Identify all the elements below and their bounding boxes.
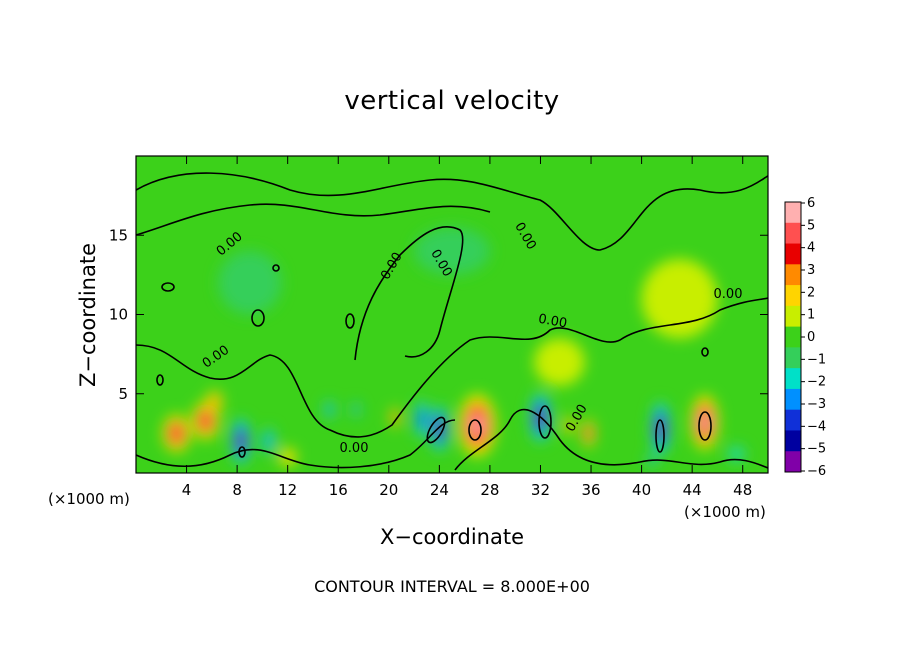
contour-line <box>251 309 265 327</box>
colorbar-swatch <box>785 347 801 369</box>
plot-area: 0.000.000.00 0.000.000.000.000.000.00 <box>136 156 768 473</box>
velocity-cell <box>565 420 571 431</box>
velocity-cell <box>326 404 332 415</box>
contour-line <box>238 446 246 458</box>
contour-line <box>272 264 280 272</box>
colorbar-swatch <box>785 222 801 245</box>
colorbar-swatch <box>785 264 801 286</box>
velocity-cell <box>414 227 490 275</box>
colorbar-tick-label: 3 <box>807 263 815 278</box>
contour-label: 0.00 <box>714 287 743 302</box>
colorbar-tick-label: −5 <box>807 442 826 457</box>
y-axis: 5 10 15 <box>109 226 768 403</box>
contour-line <box>354 226 464 361</box>
colorbar-swatch <box>785 409 801 431</box>
colorbar-tick-label: −3 <box>807 397 826 412</box>
x-tick-label: 28 <box>480 481 499 499</box>
colorbar-swatch <box>785 305 801 328</box>
contour-line <box>136 297 768 438</box>
x-axis: 4 8 12 16 20 24 28 32 36 40 44 48 <box>182 156 752 499</box>
x-tick-label: 4 <box>182 481 192 499</box>
y-tick-label: 10 <box>109 306 128 324</box>
colorbar-swatch <box>785 451 801 473</box>
x-tick-label: 44 <box>683 481 702 499</box>
colorbar-tick-label: 1 <box>807 308 815 323</box>
contour-line <box>538 405 552 439</box>
colorbar-tick-label: −4 <box>807 419 826 434</box>
x-tick-label: 16 <box>329 481 348 499</box>
contour-line <box>161 282 175 292</box>
zero-contours <box>136 172 768 471</box>
colorbar-swatch <box>785 368 801 390</box>
velocity-cell <box>418 411 425 428</box>
contour-line <box>701 347 709 357</box>
contour-line <box>454 408 768 471</box>
colorbar-tick-label: −2 <box>807 375 826 390</box>
x-tick-label: 40 <box>632 481 651 499</box>
y-tick-label: 5 <box>118 385 128 403</box>
velocity-cell <box>641 259 718 339</box>
x-axis-label: X−coordinate <box>380 525 524 549</box>
contour-line <box>136 419 456 469</box>
colorbar: 6 5 4 3 2 1 0 −1 −2 −3 −4 −5 −6 <box>784 196 826 479</box>
velocity-cell <box>265 434 272 449</box>
x-scale-label: (×1000 m) <box>48 490 130 508</box>
colorbar-tick-label: −1 <box>807 352 826 367</box>
x-tick-label: 36 <box>581 481 600 499</box>
contour-interval-note: CONTOUR INTERVAL = 8.000E+00 <box>314 577 590 596</box>
contour-label: 0.00 <box>340 441 369 456</box>
chart-title: vertical velocity <box>344 86 560 116</box>
contour-line <box>156 374 164 386</box>
velocity-cell <box>586 428 591 439</box>
x-tick-label: 8 <box>232 481 242 499</box>
contour-line <box>698 411 712 441</box>
velocity-cell <box>534 338 585 386</box>
velocity-cell <box>200 414 211 428</box>
colorbar-tick-label: 4 <box>807 241 815 256</box>
x-tick-label: 24 <box>430 481 449 499</box>
contour-label: 0.00 <box>537 312 568 332</box>
y-axis-label: Z−coordinate <box>76 243 100 387</box>
colorbar-tick-label: 0 <box>807 330 815 345</box>
contour-line <box>136 172 768 251</box>
colorbar-tick-label: 2 <box>807 285 815 300</box>
velocity-cell <box>471 416 483 435</box>
colorbar-swatch <box>785 285 801 307</box>
contour-line <box>136 203 491 236</box>
colorbar-tick-label: 5 <box>807 218 815 233</box>
velocity-cell <box>700 414 709 431</box>
colorbar-tick-label: −6 <box>807 464 826 479</box>
colorbar-swatch <box>785 430 801 452</box>
contour-line <box>426 416 446 444</box>
velocity-cell <box>354 405 358 414</box>
velocity-cell <box>210 396 219 408</box>
velocity-cell <box>171 427 182 440</box>
colorbar-swatch <box>785 243 801 265</box>
velocity-cell <box>730 448 743 460</box>
colorbar-swatch <box>785 326 801 348</box>
x-tick-label: 12 <box>278 481 297 499</box>
velocity-cell <box>218 251 282 315</box>
colorbar-swatch <box>785 388 801 411</box>
x-tick-label: 20 <box>379 481 398 499</box>
x-tick-label: 48 <box>733 481 752 499</box>
x-scale-label-right: (×1000 m) <box>684 503 766 521</box>
x-tick-label: 32 <box>531 481 550 499</box>
colorbar-tick-label: 6 <box>807 196 815 211</box>
contour-line <box>468 419 482 441</box>
y-tick-label: 15 <box>109 226 128 244</box>
contour-line <box>345 313 355 329</box>
colorbar-swatch <box>785 202 801 224</box>
contour-line <box>655 419 665 453</box>
velocity-cell <box>238 434 244 449</box>
